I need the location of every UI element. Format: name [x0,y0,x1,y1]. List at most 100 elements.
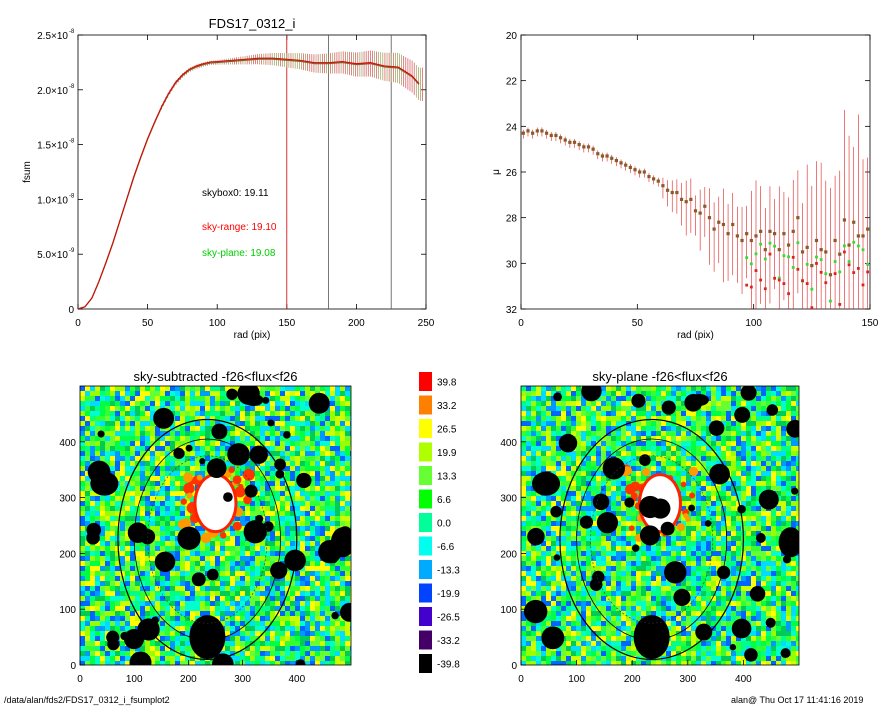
map-pixel [731,461,736,466]
map-pixel [686,496,691,501]
map-pixel [666,471,671,476]
map-pixel [230,636,235,641]
map-pixel [591,446,596,451]
map-pixel [536,446,541,451]
map-pixel [315,536,320,541]
map-pixel [105,431,110,436]
map-pixel [586,486,591,491]
data-point [791,229,795,233]
map-pixel [225,396,230,401]
map-pixel [340,636,345,641]
map-pixel [90,576,95,581]
map-pixel [160,656,165,661]
map-pixel [646,446,651,451]
map-pixel [776,456,781,461]
map-pixel [85,461,90,466]
map-pixel [340,586,345,591]
map-pixel [315,461,320,466]
map-pixel [235,406,240,411]
map-pixel [290,641,295,646]
map-pixel [80,661,85,665]
map-pixel [275,641,280,646]
map-pixel [210,551,215,556]
map-pixel [120,466,125,471]
map-pixel [305,631,310,636]
data-point [847,243,851,247]
map-pixel [180,401,185,406]
map-pixel [235,426,240,431]
map-pixel [275,456,280,461]
map-pixel [285,491,290,496]
map-pixel [290,546,295,551]
map-pixel [576,441,581,446]
map-pixel [145,566,150,571]
data-point [735,234,739,238]
map-pixel [240,596,245,601]
map-pixel [315,526,320,531]
map-pixel [300,446,305,451]
map-pixel [120,496,125,501]
map-pixel [225,651,230,656]
map-pixel [706,411,711,416]
map-pixel [335,526,340,531]
map-pixel [285,541,290,546]
map-pixel [225,556,230,561]
map-pixel [721,446,726,451]
map-pixel [330,631,335,636]
masked-source [173,447,185,460]
map-pixel [115,416,120,421]
map-pixel [120,416,125,421]
map-pixel [160,446,165,451]
data-point-sky-plane [749,262,753,266]
map-pixel [636,466,641,471]
map-pixel [761,456,766,461]
map-pixel [696,446,701,451]
map-pixel [325,521,330,526]
map-pixel [135,436,140,441]
map-pixel [661,391,666,396]
masked-source [211,423,228,440]
map-pixel [275,556,280,561]
map-pixel [150,526,155,531]
map-pixel [325,526,330,531]
map-pixel [711,416,716,421]
map-pixel [656,416,661,421]
map-pixel [110,421,115,426]
map-pixel [220,551,225,556]
map-pixel [315,611,320,616]
map-pixel [130,576,135,581]
map-pixel [165,516,170,521]
map-pixel [175,656,180,661]
map-pixel [295,646,300,651]
map-pixel [330,481,335,486]
map-pixel [300,406,305,411]
map-pixel [130,561,135,566]
map-pixel [150,611,155,616]
map-pixel [681,436,686,441]
map-pixel [105,606,110,611]
map-pixel [165,586,170,591]
map-pixel [636,386,641,391]
map-pixel [85,511,90,516]
map-pixel [220,556,225,561]
map-pixel [180,436,185,441]
map-pixel [105,646,110,651]
map-pixel [90,416,95,421]
map-pixel [250,421,255,426]
map-pixel [230,421,235,426]
map-pixel [711,391,716,396]
map-pixel [260,641,265,646]
map-pixel [205,586,210,591]
map-pixel [741,461,746,466]
map-pixel [571,476,576,481]
map-pixel [706,456,711,461]
map-pixel [576,476,581,481]
middle-ellipse [133,438,281,641]
map-pixel [571,481,576,486]
map-pixel [681,416,686,421]
map-pixel [200,436,205,441]
map-pixel [105,536,110,541]
map-pixel [100,501,105,506]
map-pixel [270,471,275,476]
data-point [605,154,609,158]
